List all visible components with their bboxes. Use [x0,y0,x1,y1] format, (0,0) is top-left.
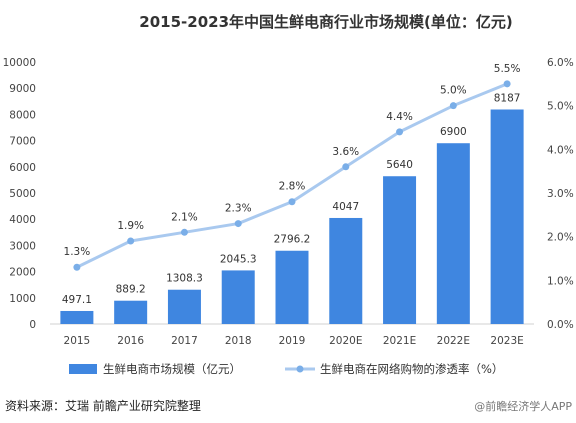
x-tick-label: 2017 [171,335,198,347]
left-tick-label: 1000 [9,293,36,305]
legend-line-marker [296,365,304,373]
line-point [288,198,296,206]
line-value-label: 3.6% [332,146,359,158]
bar-value-label: 497.1 [62,294,92,306]
bar [221,270,255,324]
bar-value-label: 8187 [494,93,521,105]
right-tick-label: 4.0% [547,144,574,156]
line-point [342,163,350,171]
chart-title: 2015-2023年中国生鲜电商行业市场规模(单位：亿元) [139,13,512,31]
bar [329,217,363,324]
bar [490,109,524,324]
legend-line-label: 生鲜电商在网络购物的渗透率（%） [320,362,503,376]
left-tick-label: 3000 [9,240,36,252]
line-value-label: 1.9% [117,220,144,232]
watermark: @前瞻经济学人APP [474,399,572,413]
bar-series [60,109,524,324]
line-series: 1.3% 1.9% 2.1% 2.3% 2.8% 3.6% 4.4% 5.0% 5.5% [64,63,521,271]
bar-value-label: 889.2 [116,284,146,296]
x-axis-ticks: 2015 2016 2017 2018 2019 2020E 2021E 2022E 2023E [64,335,524,347]
bar [275,250,309,324]
legend: 生鲜电商市场规模（亿元） 生鲜电商在网络购物的渗透率（%） [69,362,503,376]
line-point [503,80,511,88]
line-point [396,128,404,136]
line-value-label: 2.1% [171,211,198,223]
right-tick-label: 5.0% [547,101,574,113]
left-tick-label: 5000 [9,188,36,200]
line-point [449,102,457,110]
bar-value-label: 2796.2 [274,234,311,246]
legend-bar-label: 生鲜电商市场规模（亿元） [103,362,241,376]
x-tick-label: 2019 [279,335,306,347]
bar-value-label: 2045.3 [220,253,257,265]
right-tick-label: 0.0% [547,319,574,331]
x-tick-label: 2021E [383,335,416,347]
bar-value-label: 6900 [440,126,467,138]
right-tick-label: 3.0% [547,188,574,200]
left-tick-label: 4000 [9,214,36,226]
left-tick-label: 6000 [9,162,36,174]
line-value-label: 5.0% [440,85,467,97]
line-point [234,220,242,228]
line-value-label: 2.3% [225,203,252,215]
x-tick-label: 2018 [225,335,252,347]
right-axis-ticks: 0.0% 1.0% 2.0% 3.0% 4.0% 5.0% 6.0% [547,57,574,331]
line-point [180,228,188,236]
left-tick-label: 10000 [3,57,36,69]
bar [114,300,148,324]
source-note: 资料来源：艾瑞 前瞻产业研究院整理 [5,398,201,413]
left-tick-label: 7000 [9,136,36,148]
left-axis-ticks: 0 1000 2000 3000 4000 5000 6000 7000 8000 9000 100… [3,57,36,331]
line-value-label: 4.4% [386,111,413,123]
x-tick-label: 2020E [329,335,362,347]
left-tick-label: 2000 [9,267,36,279]
line-value-label: 5.5% [494,63,521,75]
bar [383,176,417,324]
bar [436,143,470,324]
x-tick-label: 2016 [117,335,144,347]
line-point [73,263,81,271]
legend-bar-swatch [69,364,97,374]
line-point [127,237,135,245]
x-tick-label: 2023E [490,335,523,347]
x-tick-label: 2015 [64,335,91,347]
bar-value-label: 1308.3 [166,273,203,285]
right-tick-label: 6.0% [547,57,574,69]
line-value-label: 1.3% [64,246,91,258]
x-tick-label: 2022E [437,335,470,347]
bar-value-label: 5640 [386,159,413,171]
left-tick-label: 9000 [9,83,36,95]
right-tick-label: 1.0% [547,275,574,287]
left-tick-label: 0 [29,319,36,331]
right-tick-label: 2.0% [547,232,574,244]
bar [167,289,201,324]
bar [60,310,94,324]
left-tick-label: 8000 [9,109,36,121]
line-value-label: 2.8% [279,181,306,193]
bar-value-label: 4047 [332,201,359,213]
bar-data-labels: 497.1 889.2 1308.3 2045.3 2796.2 4047 5640 6900… [62,93,521,306]
